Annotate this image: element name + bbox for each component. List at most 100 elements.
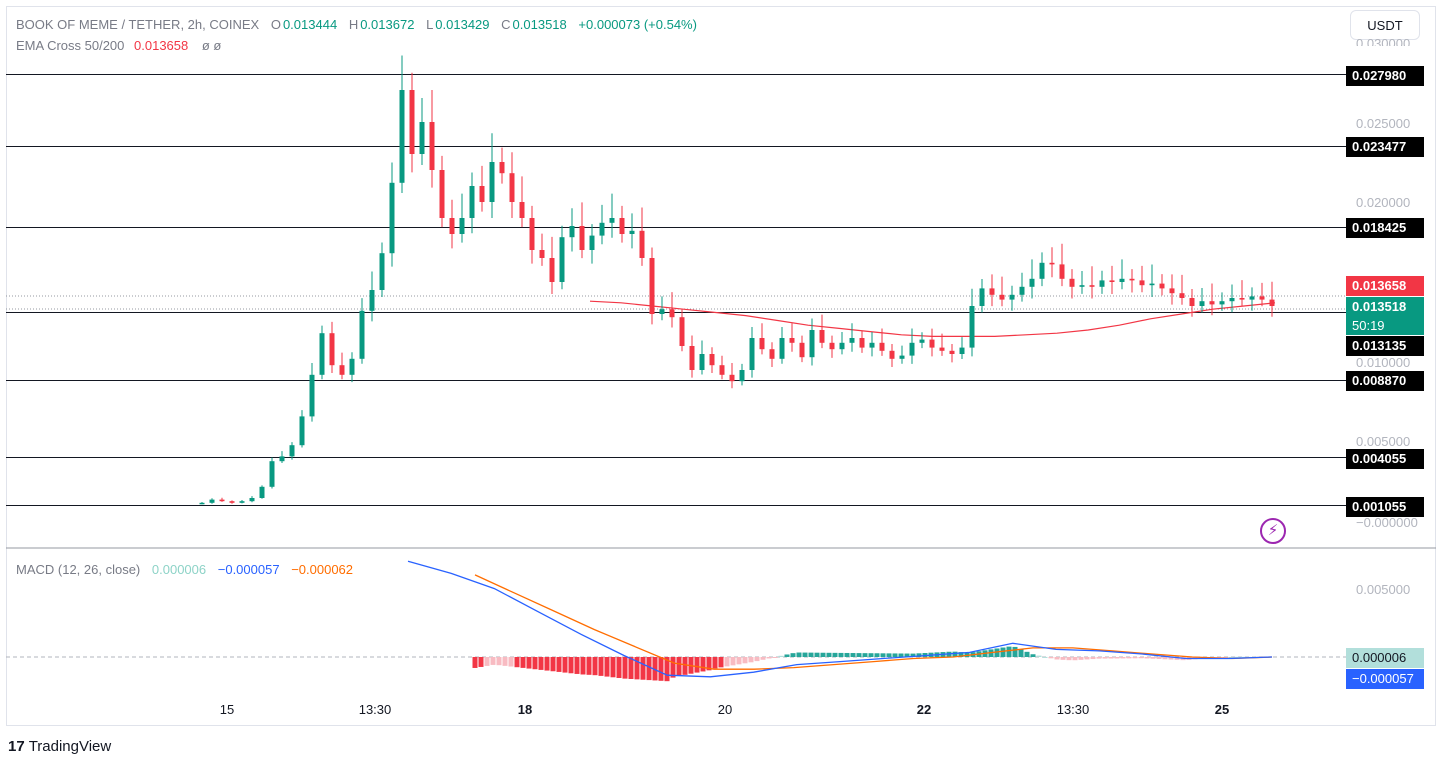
x-axis-label: 13:30 (358, 702, 392, 717)
macd-hist-bar (544, 657, 550, 671)
macd-hist-bar (1156, 657, 1162, 660)
macd-hist-bar (676, 657, 682, 676)
close-label: C (501, 17, 511, 32)
candle-body (1199, 301, 1205, 306)
candle-body (569, 226, 575, 238)
macd-hist-bar (778, 655, 784, 657)
candle-body (469, 186, 475, 218)
macd-hist-bar (724, 657, 730, 667)
macd-legend[interactable]: MACD (12, 26, close) 0.000006 −0.000057 … (16, 562, 355, 577)
candle-body (1109, 280, 1115, 282)
macd-hist-bar (802, 652, 808, 657)
ema-extra: ø ø (201, 38, 222, 53)
macd-hist-bar (586, 657, 592, 675)
candle-body (979, 288, 985, 306)
candle-body (839, 342, 845, 350)
tradingview-logo[interactable]: 17 TradingView (8, 738, 111, 755)
macd-hist-bar (514, 657, 520, 668)
macd-hist-bar (1114, 657, 1120, 659)
macd-hist-bar (886, 653, 892, 657)
macd-hist-bar (826, 652, 832, 657)
candle-body (639, 230, 645, 258)
macd-hist-bar (664, 657, 670, 682)
symbol-name[interactable]: BOOK OF MEME / TETHER, 2h, COINEX (16, 17, 260, 32)
macd-hist-bar (1072, 657, 1078, 661)
currency-button[interactable]: USDT (1350, 10, 1420, 40)
x-axis-label: 18 (517, 702, 533, 717)
macd-hist-bar (592, 657, 598, 676)
candle-body (769, 349, 775, 359)
macd-hist-bar (1048, 657, 1054, 659)
chart-frame[interactable] (6, 6, 1436, 726)
candle-body (1089, 285, 1095, 287)
candle-body (209, 499, 215, 503)
candle-body (259, 486, 265, 498)
candle-body (1079, 285, 1085, 287)
macd-hist-bar (706, 657, 712, 671)
candle-body (1029, 278, 1035, 287)
candle-body (1249, 296, 1255, 300)
macd-hist-bar (796, 652, 802, 657)
price-axis-tick: 0.020000 (1356, 195, 1411, 210)
candle-body (939, 347, 945, 351)
price-axis-tick: 0.010000 (1356, 355, 1411, 370)
macd-hist-bar (1120, 657, 1126, 659)
macd-hist-bar (814, 652, 820, 657)
candle-body (909, 342, 915, 356)
ema-price-tag: 0.013658 (1346, 276, 1424, 296)
level-tag: 0.001055 (1346, 497, 1424, 517)
candle-body (659, 309, 665, 314)
candle-body (649, 258, 655, 314)
macd-hist-bar (904, 653, 910, 657)
macd-hist-bar (862, 653, 868, 657)
candle-body (929, 339, 935, 348)
macd-hist-bar (580, 657, 586, 675)
last-price-tag: 0.013518 50:19 (1346, 297, 1424, 335)
level-tag: 0.027980 (1346, 66, 1424, 86)
candle-body (609, 218, 615, 223)
x-axis-label: 22 (916, 702, 932, 717)
macd-hist-bar (1126, 657, 1132, 659)
macd-hist-bar (550, 657, 556, 672)
macd-hist-bar (700, 657, 706, 672)
candle-body (699, 354, 705, 370)
macd-hist-bar (1006, 646, 1012, 657)
candle-body (1099, 280, 1105, 287)
price-axis-tick: 0.005000 (1356, 434, 1411, 449)
macd-hist-bar (736, 657, 742, 665)
macd-hist-bar (496, 657, 502, 666)
candle-body (689, 346, 695, 370)
candle-body (1119, 278, 1125, 282)
macd-hist-bar (874, 653, 880, 657)
x-axis-label: 25 (1214, 702, 1230, 717)
macd-hist-bar (1168, 657, 1174, 660)
macd-hist-value: 0.000006 (151, 562, 207, 577)
candle-body (879, 342, 885, 351)
macd-hist-bar (694, 657, 700, 673)
candle-body (429, 122, 435, 170)
candle-body (489, 162, 495, 202)
candle-body (379, 253, 385, 290)
candle-body (279, 456, 285, 462)
macd-hist-bar (472, 657, 478, 668)
macd-hist-bar (598, 657, 604, 676)
macd-hist-bar (730, 657, 736, 666)
ema-legend[interactable]: EMA Cross 50/200 0.013658 ø ø (16, 38, 223, 53)
x-axis-label: 13:30 (1056, 702, 1090, 717)
candle-body (1159, 283, 1165, 289)
macd-hist-bar (1144, 657, 1150, 659)
macd-hist-bar (958, 652, 964, 657)
candle-body (319, 333, 325, 375)
candle-body (509, 173, 515, 202)
candle-body (849, 338, 855, 343)
macd-hist-bar (772, 657, 778, 658)
macd-hist-bar (856, 653, 862, 657)
candle-body (589, 235, 595, 250)
lightning-icon[interactable]: ⚡ (1260, 518, 1286, 544)
candle-body (1069, 278, 1075, 287)
candle-body (199, 502, 205, 505)
macd-hist-bar (1000, 647, 1006, 657)
candle-body (1059, 264, 1065, 279)
countdown: 50:19 (1352, 318, 1385, 333)
